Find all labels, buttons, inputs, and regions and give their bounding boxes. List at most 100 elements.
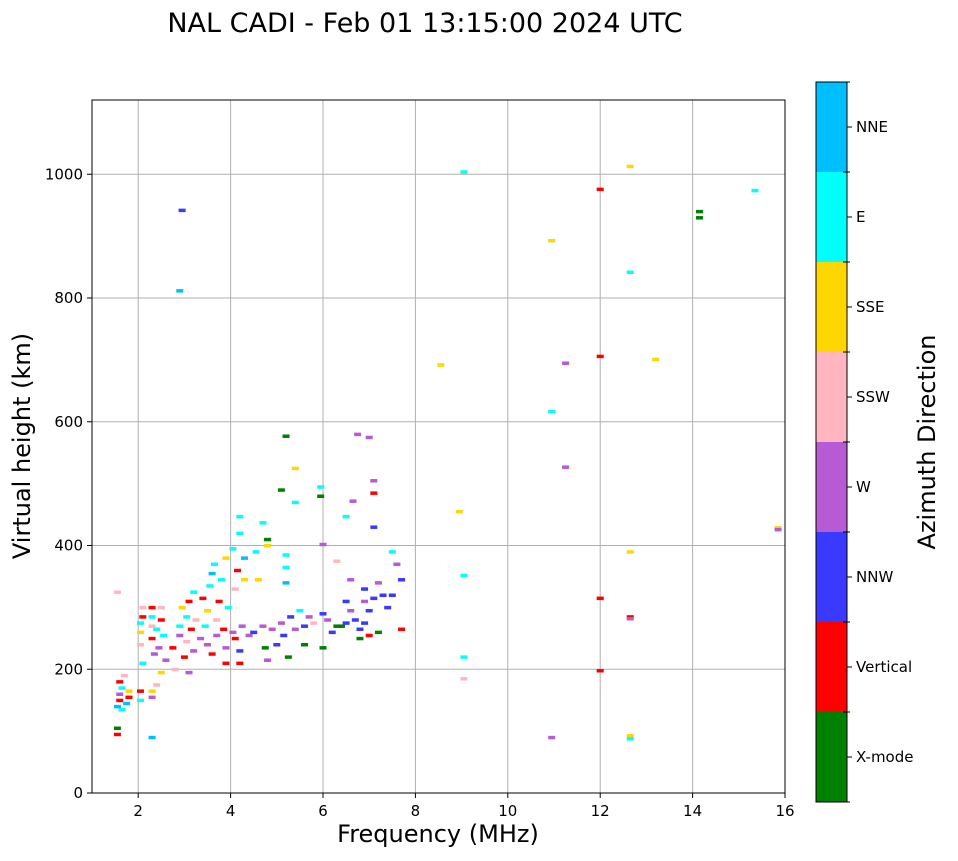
data-point <box>548 409 556 414</box>
data-point <box>245 633 253 638</box>
x-tick-label: 4 <box>226 802 236 820</box>
data-point <box>596 596 604 601</box>
data-point <box>201 624 209 628</box>
data-point <box>139 605 147 610</box>
data-point <box>229 547 237 551</box>
data-point <box>137 689 145 693</box>
data-point <box>238 624 246 628</box>
data-points <box>113 164 782 741</box>
data-point <box>187 627 195 632</box>
data-point <box>356 636 364 641</box>
data-point <box>185 599 193 604</box>
data-point <box>437 363 445 367</box>
data-point <box>210 562 218 567</box>
data-point <box>310 621 318 625</box>
y-tick-label: 800 <box>54 289 83 307</box>
data-point <box>284 655 292 659</box>
colorbar-tick-label: SSW <box>856 388 890 406</box>
colorbar-tick-label: E <box>856 208 865 226</box>
data-point <box>157 618 165 622</box>
data-point <box>231 587 239 591</box>
data-point <box>199 596 207 601</box>
chart-title: NAL CADI - Feb 01 13:15:00 2024 UTC <box>167 8 682 39</box>
data-point <box>113 732 121 737</box>
data-point <box>236 531 244 536</box>
data-point <box>250 630 258 635</box>
data-point <box>626 733 634 738</box>
data-point <box>118 686 126 690</box>
data-point <box>192 618 200 622</box>
data-point <box>361 621 369 625</box>
data-point <box>319 612 327 616</box>
data-point <box>319 646 327 650</box>
colorbar-swatch <box>816 262 847 352</box>
data-point <box>370 491 378 495</box>
data-point <box>139 615 147 619</box>
data-point <box>696 216 704 220</box>
y-tick-label: 0 <box>73 784 83 802</box>
y-tick-label: 200 <box>54 660 83 678</box>
data-point <box>291 466 299 471</box>
data-point <box>113 590 121 594</box>
data-point <box>460 677 468 681</box>
grid <box>92 100 786 794</box>
data-point <box>626 617 634 621</box>
data-point <box>562 465 570 469</box>
data-point <box>596 187 604 192</box>
data-point <box>264 658 272 662</box>
data-point <box>365 435 373 440</box>
x-axis-ticks: 2 4 6 8 10 12 14 16 <box>133 793 795 820</box>
data-point <box>116 680 124 684</box>
data-point <box>176 624 184 628</box>
data-point <box>305 615 313 619</box>
data-point <box>388 593 396 597</box>
data-point <box>280 633 288 638</box>
data-point <box>176 633 184 638</box>
data-point <box>113 726 121 731</box>
data-point <box>351 618 359 622</box>
colorbar-tick-label: NNE <box>856 118 888 136</box>
y-tick-label: 1000 <box>45 165 83 183</box>
data-point <box>204 608 211 613</box>
data-point <box>259 521 267 525</box>
data-point <box>208 652 216 656</box>
x-tick-label: 6 <box>318 802 328 820</box>
data-point <box>774 526 782 530</box>
data-point <box>282 565 290 570</box>
data-point <box>254 578 262 582</box>
data-point <box>224 605 232 610</box>
data-point <box>626 164 634 169</box>
data-point <box>157 670 165 675</box>
data-point <box>354 432 362 437</box>
data-point <box>342 621 350 625</box>
data-point <box>169 646 177 650</box>
data-point <box>137 698 145 703</box>
data-point <box>137 630 145 635</box>
data-point <box>183 615 191 619</box>
x-axis-label: Frequency (MHz) <box>337 820 539 848</box>
colorbar-tick-label: X-mode <box>856 748 913 766</box>
data-point <box>301 643 309 647</box>
data-point <box>240 556 248 560</box>
data-point <box>282 553 290 557</box>
data-point <box>264 544 272 548</box>
data-point <box>398 627 406 632</box>
data-point <box>148 689 156 693</box>
data-point <box>222 556 230 560</box>
colorbar-swatch <box>816 532 847 622</box>
data-point <box>374 581 382 585</box>
data-point <box>361 587 369 591</box>
data-point <box>349 499 357 503</box>
data-point <box>153 683 161 687</box>
data-point <box>157 605 165 610</box>
data-point <box>342 514 350 519</box>
data-point <box>236 661 244 666</box>
data-point <box>398 578 406 582</box>
data-point <box>148 605 156 610</box>
data-point <box>370 525 378 529</box>
data-point <box>365 608 373 613</box>
data-point <box>240 578 248 582</box>
x-tick-label: 16 <box>775 802 794 820</box>
colorbar: X-mode Vertical NNW W SSW SSE E NNE <box>815 81 913 803</box>
